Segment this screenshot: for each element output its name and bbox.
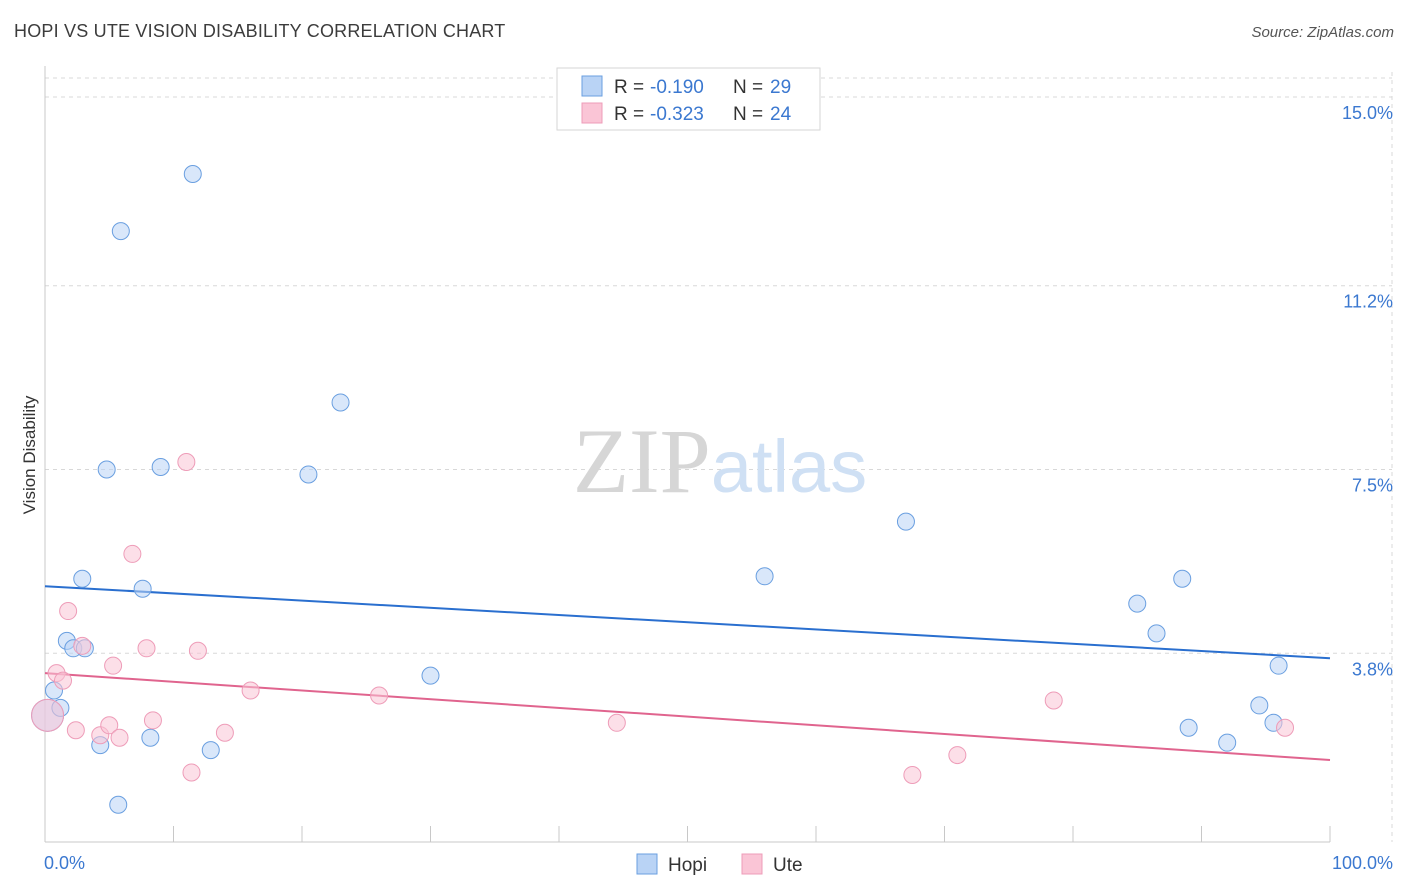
legend-item-hopi[interactable]: Hopi xyxy=(636,853,707,876)
point-hopi-28 xyxy=(1269,656,1288,675)
point-hopi-10 xyxy=(111,222,130,241)
point-ute-5 xyxy=(73,636,92,655)
stats-legend: R = -0.190 N = 29 R = -0.323 N = 24 xyxy=(556,67,821,131)
point-hopi-24 xyxy=(1179,718,1198,737)
point-hopi-20 xyxy=(896,512,915,531)
legend-swatch-ute xyxy=(741,853,763,875)
point-ute-17 xyxy=(241,681,260,700)
legend-swatch-hopi xyxy=(636,853,658,875)
point-hopi-12 xyxy=(141,728,160,747)
y-tick-label-0: 3.8% xyxy=(1352,659,1393,679)
point-ute-8 xyxy=(104,656,123,675)
point-hopi-5 xyxy=(73,569,92,588)
point-ute-2 xyxy=(53,671,72,690)
stats-swatch-ute xyxy=(581,102,603,124)
point-ute-19 xyxy=(607,713,626,732)
point-hopi-25 xyxy=(1218,733,1237,752)
legend-label-ute: Ute xyxy=(773,855,803,876)
point-ute-10 xyxy=(123,544,142,563)
point-hopi-18 xyxy=(421,666,440,685)
point-hopi-13 xyxy=(151,458,170,477)
x-tick-label-1: 100.0% xyxy=(1332,853,1393,873)
stats-n-label-1: N = xyxy=(733,104,763,125)
watermark-zip: ZIP xyxy=(573,410,711,512)
legend-label-hopi: Hopi xyxy=(668,855,707,876)
point-hopi-16 xyxy=(299,465,318,484)
point-ute-18 xyxy=(370,686,389,705)
x-tick-labels: 0.0% 100.0% xyxy=(44,853,1393,873)
watermark: ZIPatlas xyxy=(573,410,867,512)
y-tick-label-3: 15.0% xyxy=(1342,103,1393,123)
point-hopi-17 xyxy=(331,393,350,412)
data-points xyxy=(31,164,1295,814)
point-ute-15 xyxy=(188,641,207,660)
gridlines xyxy=(45,72,1393,842)
source-label: Source: ZipAtlas.com xyxy=(1251,24,1394,41)
chart-title: HOPI VS UTE VISION DISABILITY CORRELATIO… xyxy=(14,21,506,41)
trend-line-hopi xyxy=(44,585,1331,660)
point-hopi-8 xyxy=(97,460,116,479)
legend-item-ute[interactable]: Ute xyxy=(741,853,803,876)
point-ute-3 xyxy=(59,602,78,621)
point-ute-20 xyxy=(903,765,922,784)
point-hopi-11 xyxy=(133,579,152,598)
point-ute-12 xyxy=(143,711,162,730)
y-tick-label-2: 11.2% xyxy=(1343,292,1393,312)
point-hopi-26 xyxy=(1250,696,1269,715)
point-ute-23 xyxy=(1276,718,1295,737)
point-ute-0 xyxy=(31,698,65,732)
trend-lines xyxy=(44,585,1331,762)
series-legend[interactable]: Hopi Ute xyxy=(636,853,803,876)
trend-line-ute xyxy=(44,672,1331,762)
x-tick-label-0: 0.0% xyxy=(44,853,85,873)
stats-r-value-0: -0.190 xyxy=(650,77,704,98)
watermark-atlas: atlas xyxy=(711,425,867,508)
stats-swatch-hopi xyxy=(581,75,603,97)
y-axis-label: Vision Disability xyxy=(20,395,39,514)
point-ute-13 xyxy=(177,453,196,472)
stats-n-label-0: N = xyxy=(733,77,763,98)
stats-r-label-1: R = xyxy=(614,104,644,125)
point-hopi-9 xyxy=(109,795,128,814)
stats-r-value-1: -0.323 xyxy=(650,104,704,125)
point-ute-16 xyxy=(215,723,234,742)
point-hopi-23 xyxy=(1173,569,1192,588)
point-ute-4 xyxy=(66,721,85,740)
point-hopi-15 xyxy=(201,741,220,760)
stats-r-label-0: R = xyxy=(614,77,644,98)
y-tick-labels: 3.8% 7.5% 11.2% 15.0% xyxy=(1342,103,1393,679)
point-ute-14 xyxy=(182,763,201,782)
stats-n-value-0: 29 xyxy=(770,77,791,98)
point-ute-11 xyxy=(137,639,156,658)
point-ute-21 xyxy=(948,746,967,765)
point-ute-22 xyxy=(1044,691,1063,710)
point-hopi-19 xyxy=(755,567,774,586)
point-hopi-22 xyxy=(1147,624,1166,643)
y-tick-label-1: 7.5% xyxy=(1352,476,1393,496)
point-ute-9 xyxy=(110,728,129,747)
point-hopi-14 xyxy=(183,164,202,183)
point-ute-7 xyxy=(100,716,119,735)
point-hopi-21 xyxy=(1128,594,1147,613)
stats-n-value-1: 24 xyxy=(770,104,792,125)
